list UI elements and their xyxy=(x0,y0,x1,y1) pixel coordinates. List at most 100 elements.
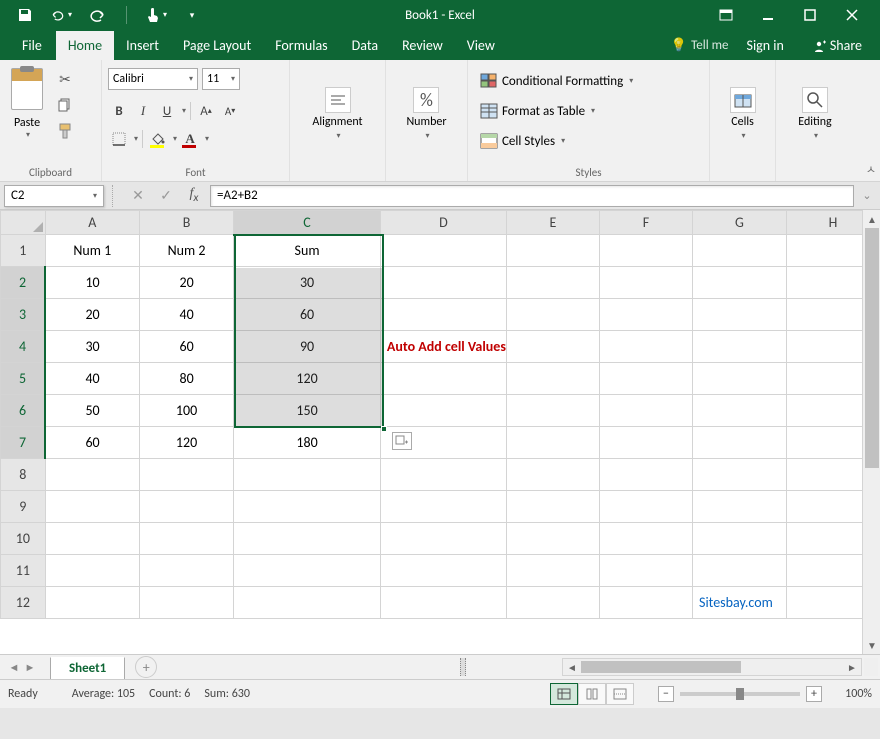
cell-F5[interactable] xyxy=(599,363,692,395)
maximize-icon[interactable] xyxy=(790,0,830,30)
cell-B1[interactable]: Num 2 xyxy=(139,235,233,267)
row-header-5[interactable]: 5 xyxy=(1,363,46,395)
zoom-out-button[interactable]: − xyxy=(658,686,674,702)
tab-home[interactable]: Home xyxy=(56,31,114,60)
formula-input[interactable]: =A2+B2 xyxy=(210,185,854,207)
collapse-ribbon-icon[interactable]: ㅅ xyxy=(866,161,876,177)
row-header-8[interactable]: 8 xyxy=(1,459,46,491)
cell-G3[interactable] xyxy=(693,299,787,331)
cell-C11[interactable] xyxy=(234,555,381,587)
cell-B11[interactable] xyxy=(139,555,233,587)
cell-C3[interactable]: 60 xyxy=(234,299,381,331)
cell-B4[interactable]: 60 xyxy=(139,331,233,363)
cell-D9[interactable] xyxy=(380,491,506,523)
cell-C2[interactable]: 30 xyxy=(234,267,381,299)
cell-G9[interactable] xyxy=(693,491,787,523)
tab-view[interactable]: View xyxy=(455,31,507,60)
cell-D11[interactable] xyxy=(380,555,506,587)
minimize-icon[interactable] xyxy=(748,0,788,30)
touch-mode-icon[interactable]: ▾ xyxy=(145,4,167,26)
cell-D6[interactable] xyxy=(380,395,506,427)
cell-E10[interactable] xyxy=(506,523,599,555)
tab-file[interactable]: File xyxy=(8,31,56,60)
enter-formula-icon[interactable]: ✓ xyxy=(154,185,178,207)
close-icon[interactable] xyxy=(832,0,872,30)
cell-D3[interactable] xyxy=(380,299,506,331)
col-header-G[interactable]: G xyxy=(693,211,787,235)
cell-A6[interactable]: 50 xyxy=(45,395,139,427)
cell-A9[interactable] xyxy=(45,491,139,523)
sheet-nav-last-icon[interactable]: ► xyxy=(22,661,38,674)
cell-E12[interactable] xyxy=(506,587,599,619)
cell-G8[interactable] xyxy=(693,459,787,491)
bold-button[interactable]: B xyxy=(108,100,130,122)
name-box[interactable]: C2▾ xyxy=(4,185,104,207)
cell-E3[interactable] xyxy=(506,299,599,331)
cell-G10[interactable] xyxy=(693,523,787,555)
scroll-up-icon[interactable]: ▲ xyxy=(863,210,880,228)
row-header-1[interactable]: 1 xyxy=(1,235,46,267)
hscroll-thumb[interactable] xyxy=(581,661,741,673)
cell-A7[interactable]: 60 xyxy=(45,427,139,459)
save-icon[interactable] xyxy=(14,4,36,26)
cell-A5[interactable]: 40 xyxy=(45,363,139,395)
zoom-slider[interactable] xyxy=(680,692,800,696)
cell-B8[interactable] xyxy=(139,459,233,491)
tab-formulas[interactable]: Formulas xyxy=(263,31,339,60)
font-size-dropdown[interactable]: 11▾ xyxy=(202,68,240,90)
new-sheet-button[interactable]: + xyxy=(135,656,157,678)
zoom-value[interactable]: 100% xyxy=(828,687,872,701)
normal-view-button[interactable] xyxy=(550,683,578,705)
cell-A10[interactable] xyxy=(45,523,139,555)
cell-B5[interactable]: 80 xyxy=(139,363,233,395)
cell-F12[interactable] xyxy=(599,587,692,619)
cell-B2[interactable]: 20 xyxy=(139,267,233,299)
row-header-3[interactable]: 3 xyxy=(1,299,46,331)
cell-C12[interactable] xyxy=(234,587,381,619)
col-header-F[interactable]: F xyxy=(599,211,692,235)
alignment-dropdown[interactable]: Alignment ▾ xyxy=(304,83,370,145)
cell-A4[interactable]: 30 xyxy=(45,331,139,363)
underline-button[interactable]: U xyxy=(156,100,178,122)
page-break-view-button[interactable] xyxy=(606,683,634,705)
number-dropdown[interactable]: % Number ▾ xyxy=(398,83,454,145)
cell-D5[interactable] xyxy=(380,363,506,395)
cell-D8[interactable] xyxy=(380,459,506,491)
row-header-6[interactable]: 6 xyxy=(1,395,46,427)
undo-icon[interactable]: ▾ xyxy=(50,4,72,26)
cut-icon[interactable]: ✂ xyxy=(54,68,76,90)
cell-D1[interactable] xyxy=(380,235,506,267)
col-header-C[interactable]: C xyxy=(234,211,381,235)
row-header-11[interactable]: 11 xyxy=(1,555,46,587)
cell-B7[interactable]: 120 xyxy=(139,427,233,459)
row-header-9[interactable]: 9 xyxy=(1,491,46,523)
cell-F6[interactable] xyxy=(599,395,692,427)
cell-D10[interactable] xyxy=(380,523,506,555)
redo-icon[interactable] xyxy=(86,4,108,26)
cell-B12[interactable] xyxy=(139,587,233,619)
tab-split-handle[interactable] xyxy=(460,658,466,676)
cell-F11[interactable] xyxy=(599,555,692,587)
col-header-A[interactable]: A xyxy=(45,211,139,235)
cell-F2[interactable] xyxy=(599,267,692,299)
cells-dropdown[interactable]: Cells ▾ xyxy=(722,83,764,145)
row-header-4[interactable]: 4 xyxy=(1,331,46,363)
cell-E8[interactable] xyxy=(506,459,599,491)
tab-data[interactable]: Data xyxy=(340,31,390,60)
tab-page-layout[interactable]: Page Layout xyxy=(171,31,263,60)
sheet-nav-first-icon[interactable]: ◄ xyxy=(6,661,22,674)
decrease-font-icon[interactable]: A▾ xyxy=(219,100,241,122)
tab-insert[interactable]: Insert xyxy=(114,31,171,60)
cell-D4[interactable]: Auto Add cell Values xyxy=(380,331,506,363)
cell-C5[interactable]: 120 xyxy=(234,363,381,395)
paste-button[interactable]: Paste ▾ xyxy=(6,64,48,164)
ribbon-display-icon[interactable] xyxy=(706,0,746,30)
cell-F3[interactable] xyxy=(599,299,692,331)
cell-E9[interactable] xyxy=(506,491,599,523)
cell-C1[interactable]: Sum xyxy=(234,235,381,267)
cell-E7[interactable] xyxy=(506,427,599,459)
vscroll-thumb[interactable] xyxy=(865,228,879,468)
tell-me-search[interactable]: 💡Tell me xyxy=(671,38,729,53)
cell-A3[interactable]: 20 xyxy=(45,299,139,331)
autofill-options-button[interactable] xyxy=(392,432,412,450)
